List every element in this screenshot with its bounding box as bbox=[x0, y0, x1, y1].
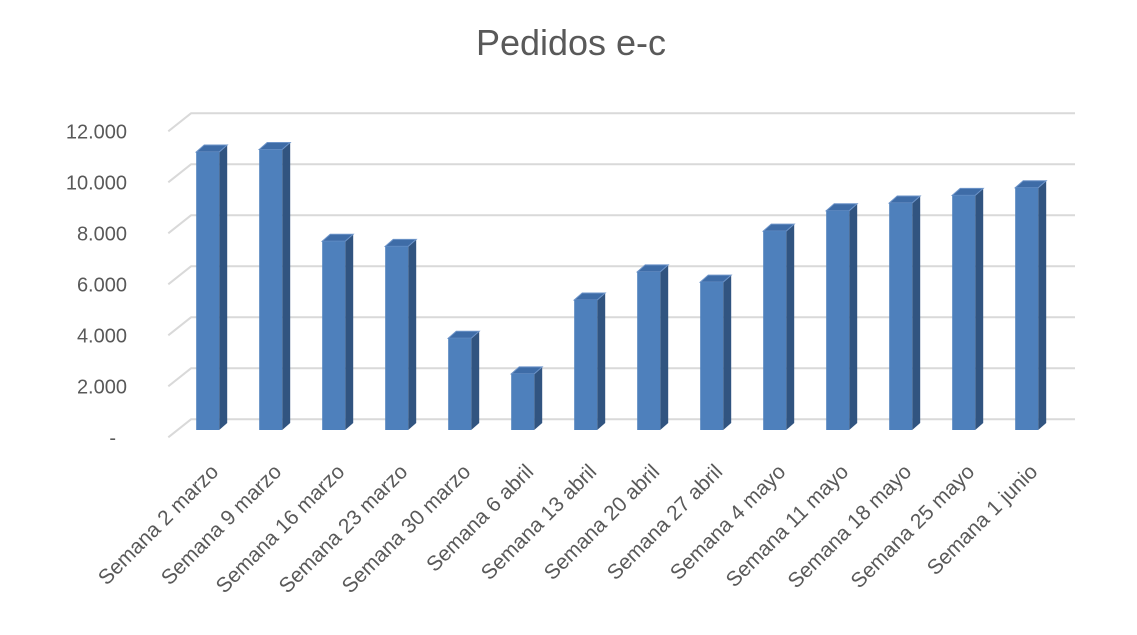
gridline bbox=[167, 418, 1075, 439]
x-axis-tick-label: Semana 1 junio bbox=[923, 460, 1042, 579]
bar-semana-27-abril[interactable] bbox=[698, 274, 733, 430]
bar-semana-13-abril[interactable] bbox=[572, 292, 607, 430]
bar-front-face bbox=[322, 241, 346, 430]
bar-semana-4-mayo[interactable] bbox=[761, 223, 796, 430]
x-axis-tick-label: Semana 20 abril bbox=[540, 460, 664, 584]
bar-semana-20-abril[interactable] bbox=[635, 264, 670, 430]
bars-group bbox=[194, 142, 1048, 431]
x-axis-tick-label: Semana 13 abril bbox=[477, 460, 601, 584]
gridline bbox=[167, 316, 1075, 337]
bar-semana-18-mayo[interactable] bbox=[887, 195, 922, 430]
y-axis-tick-label: 4.000 bbox=[77, 325, 127, 347]
bar-front-face bbox=[1015, 187, 1039, 430]
gridlines-group bbox=[167, 112, 1075, 439]
bar-semana-16-marzo[interactable] bbox=[320, 233, 355, 430]
bar-front-face bbox=[574, 299, 598, 430]
bar-side-face bbox=[660, 264, 669, 430]
bar-front-face bbox=[826, 210, 850, 430]
gridline bbox=[167, 112, 1075, 133]
bar-front-face bbox=[448, 338, 472, 430]
bar-front-face bbox=[700, 282, 724, 430]
bar-semana-23-marzo[interactable] bbox=[383, 238, 418, 430]
bar-semana-1-junio[interactable] bbox=[1013, 180, 1048, 430]
bar-side-face bbox=[912, 196, 921, 430]
bar-side-face bbox=[219, 145, 228, 431]
x-axis-tick-label: Semana 4 mayo bbox=[666, 460, 790, 584]
y-axis-tick-label: 12.000 bbox=[66, 121, 127, 143]
bar-side-face bbox=[471, 331, 480, 430]
bar-side-face bbox=[408, 239, 417, 430]
x-axis-tick-label: Semana 2 marzo bbox=[94, 460, 223, 589]
bar-semana-30-marzo[interactable] bbox=[446, 330, 481, 430]
bar-side-face bbox=[786, 224, 795, 430]
bar-side-face bbox=[849, 203, 858, 430]
gridline bbox=[167, 163, 1075, 184]
bar-side-face bbox=[1038, 180, 1047, 430]
y-axis-tick-label: - bbox=[109, 427, 116, 449]
gridline bbox=[167, 214, 1075, 235]
bar-semana-11-mayo[interactable] bbox=[824, 203, 859, 430]
y-axis-tick-label: 10.000 bbox=[66, 172, 127, 194]
bar-front-face bbox=[385, 246, 409, 430]
bar-side-face bbox=[282, 142, 291, 430]
bar-side-face bbox=[597, 292, 606, 430]
y-axis-labels: - 2.000 4.000 6.000 8.000 10.000 12.000 bbox=[66, 121, 127, 449]
bar-side-face bbox=[723, 275, 732, 430]
y-axis-tick-label: 6.000 bbox=[77, 274, 127, 296]
chart-title: Pedidos e-c bbox=[476, 22, 666, 63]
x-axis-tick-label: Semana 27 abril bbox=[603, 460, 727, 584]
gridline bbox=[167, 367, 1075, 388]
bar-front-face bbox=[637, 271, 661, 430]
bar-front-face bbox=[259, 149, 283, 430]
bar-semana-6-abril[interactable] bbox=[509, 366, 544, 430]
bar-side-face bbox=[534, 366, 543, 430]
bar-semana-2-marzo[interactable] bbox=[194, 144, 229, 431]
y-axis-tick-label: 2.000 bbox=[77, 376, 127, 398]
x-axis-tick-label: Semana 6 abril bbox=[422, 460, 538, 576]
bar-front-face bbox=[952, 195, 976, 430]
bar-front-face bbox=[763, 231, 787, 430]
bar-front-face bbox=[196, 152, 220, 431]
y-axis-tick-label: 8.000 bbox=[77, 223, 127, 245]
x-axis-tick-label: Semana 9 marzo bbox=[157, 460, 286, 589]
bar-front-face bbox=[889, 203, 913, 430]
bar-side-face bbox=[345, 234, 354, 430]
bar-front-face bbox=[511, 373, 535, 430]
bar-semana-9-marzo[interactable] bbox=[257, 142, 292, 431]
gridline bbox=[167, 265, 1075, 286]
bar-semana-25-mayo[interactable] bbox=[950, 187, 985, 430]
bar-side-face bbox=[975, 188, 984, 430]
